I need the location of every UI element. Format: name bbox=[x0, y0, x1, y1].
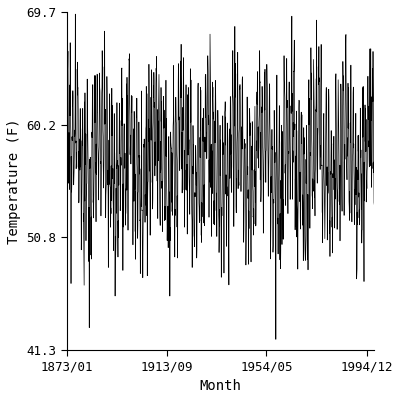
X-axis label: Month: Month bbox=[200, 379, 242, 393]
Y-axis label: Temperature (F): Temperature (F) bbox=[7, 118, 21, 244]
